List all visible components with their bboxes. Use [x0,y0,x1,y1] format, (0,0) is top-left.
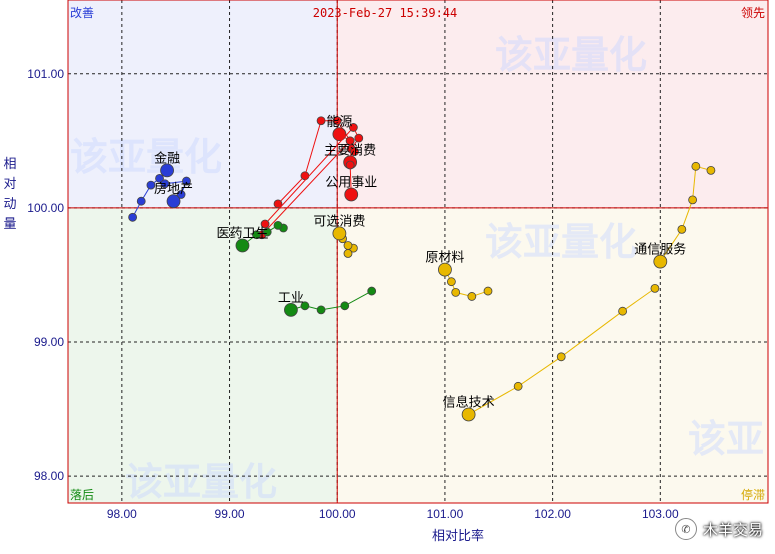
series-point [316,305,326,315]
y-axis-title-char: 动 [3,197,16,212]
series-point [136,196,146,206]
x-tick-label: 103.00 [642,507,679,521]
series-point [332,116,342,126]
series-head-point [653,254,668,269]
series-point [176,190,186,199]
series-label: 工业 [278,291,304,306]
series-point [345,160,355,170]
series-point [467,292,477,301]
series-point [128,212,138,222]
x-tick-label: 98.00 [107,507,137,521]
brand-badge: ✆ 木羊交易 [674,518,763,540]
quadrant-label-improving: 改善 [70,5,94,20]
y-tick-label: 101.00 [27,67,64,81]
series-label: 公用事业 [325,175,377,190]
series-point [343,241,353,250]
series-point [273,199,283,209]
series-point [650,283,660,293]
series-point [367,286,377,296]
series-point [273,220,283,230]
series-point [513,381,523,391]
series-point [618,306,628,316]
x-tick-label: 101.00 [427,507,464,521]
quadrant-label-weakening: 停滞 [741,487,765,502]
watermark-text: 该亚 [688,417,764,461]
series-point [146,180,156,190]
plot-frame [67,0,769,504]
series-point [300,301,310,311]
series-label: 主要消费 [324,143,376,158]
series-point [691,161,701,171]
series-label: 通信服务 [634,242,686,258]
brand-name: 木羊交易 [702,520,763,539]
x-axis-title: 相对比率 [432,528,484,544]
series-head-point [344,187,359,202]
series-point [350,147,359,156]
series-label: 信息技术 [443,394,495,410]
series-head-point [461,407,476,422]
series-head-point [166,194,181,209]
series-point [706,165,716,175]
series-head-point [332,127,347,142]
series-point [160,179,170,189]
timestamp: 2023-Feb-27 15:39:44 [313,6,458,20]
series-point [483,286,493,296]
watermark-text: 该亚量化 [70,135,222,179]
series-point [345,136,355,146]
center-lines [68,0,768,503]
watermark-text: 该亚量化 [125,460,277,504]
series-point [556,352,566,362]
wechat-icon: ✆ [674,518,697,540]
watermark-text: 该亚量化 [495,33,647,77]
series-head-point [235,238,250,253]
series-point [300,171,310,181]
series-point [688,195,698,205]
y-axis-title-char: 量 [3,217,16,232]
watermark-text: 该亚量化 [485,220,637,264]
x-tick-label: 100.00 [319,507,356,521]
x-tick-label: 99.00 [215,507,245,521]
y-axis-title-char: 对 [3,177,16,192]
quadrant-label-lagging: 落后 [70,488,94,502]
series-point [260,219,270,229]
quadrant-lagging [68,207,338,503]
series-label: 金融 [154,150,180,166]
series-head-point [332,226,347,241]
series-head-point [284,302,298,317]
series-point [451,288,461,297]
series-label: 房地产 [154,181,193,197]
series-point [262,227,272,237]
series-point [343,249,353,258]
series-point [316,116,326,126]
series-point [155,173,164,183]
series-label: 能源 [326,115,352,130]
series-label: 医药卫生 [216,226,268,241]
x-tick-label: 102.00 [534,507,571,521]
series-point [354,133,364,143]
quadrant-improving [68,0,338,208]
series-point [677,224,687,234]
y-tick-label: 100.00 [27,201,64,215]
quadrant-label-leading: 领先 [741,6,765,20]
series-label: 可选消费 [313,214,365,229]
y-axis-title-char: 相 [3,157,16,172]
y-tick-label: 99.00 [34,335,64,349]
series-label: 原材料 [425,251,464,266]
series-head-point [438,262,452,277]
series-layer [128,116,716,422]
tick-labels: 98.00 99.00 100.00 101.00 102.00 103.00 98.00 9… [27,67,679,521]
y-tick-label: 98.00 [34,469,64,483]
series-point [182,176,191,186]
series-point [340,301,350,311]
series-point [252,230,261,240]
series-point [348,123,358,132]
series-head-point [160,163,174,178]
series-point [446,277,456,287]
